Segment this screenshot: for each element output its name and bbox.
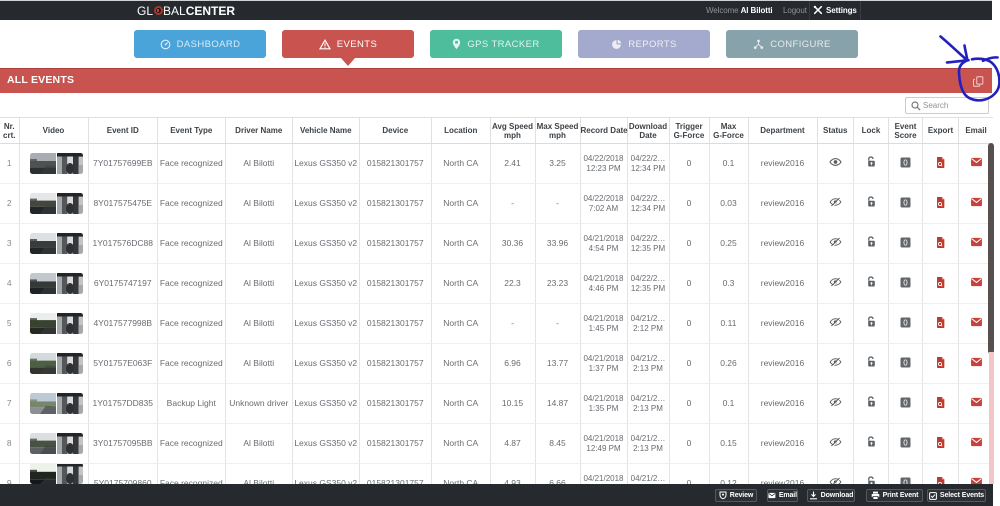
svg-text:0: 0 — [903, 238, 908, 247]
svg-text:0: 0 — [903, 398, 908, 407]
svg-text:0: 0 — [903, 318, 908, 327]
svg-text:0: 0 — [903, 198, 908, 207]
svg-text:0: 0 — [903, 158, 908, 167]
svg-text:0: 0 — [903, 478, 908, 487]
svg-text:0: 0 — [903, 438, 908, 447]
svg-text:0: 0 — [903, 278, 908, 287]
svg-text:0: 0 — [903, 358, 908, 367]
